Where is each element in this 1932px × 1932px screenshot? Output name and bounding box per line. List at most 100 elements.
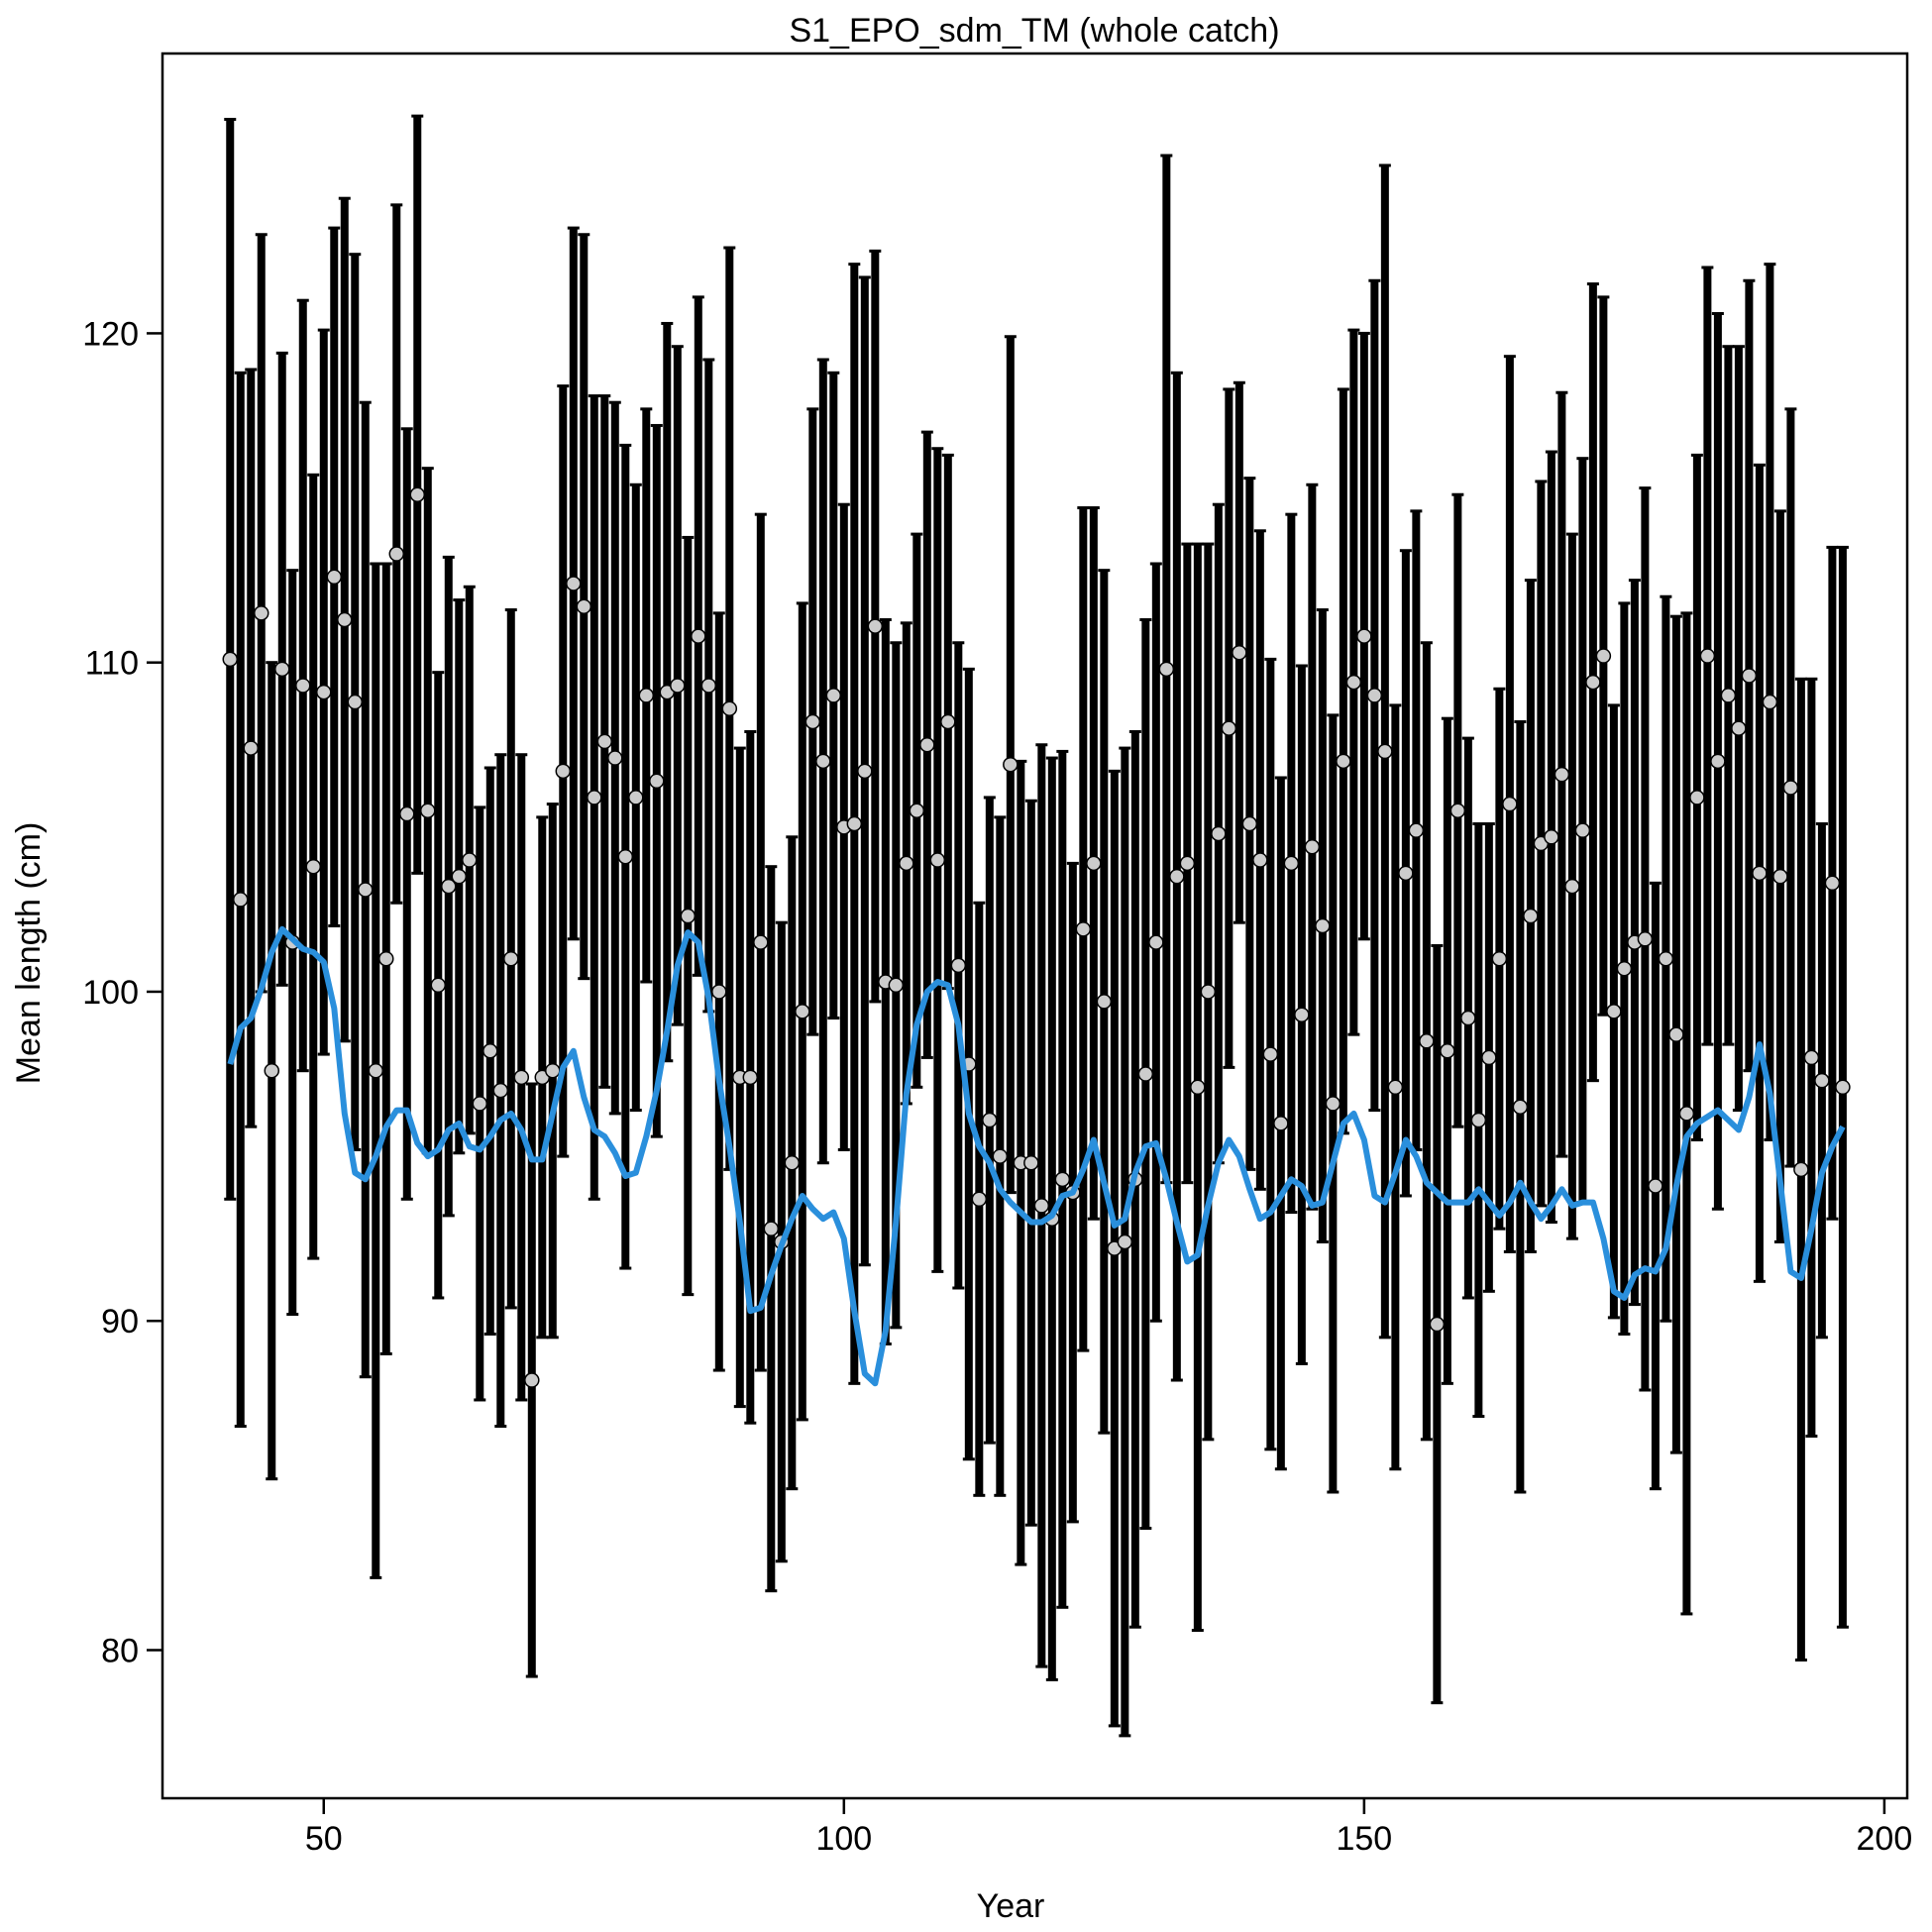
observed-point: [347, 694, 364, 710]
observed-point: [1356, 628, 1372, 644]
observed-point: [222, 651, 239, 668]
observed-point: [1449, 803, 1466, 818]
observed-point: [992, 1148, 1009, 1164]
observed-point: [1782, 780, 1799, 796]
observed-point: [919, 737, 935, 753]
observed-point: [1678, 1106, 1695, 1122]
observed-point: [680, 908, 697, 924]
observed-point: [566, 576, 582, 591]
observed-point: [472, 1096, 488, 1112]
observed-point: [576, 598, 592, 614]
observed-point: [388, 546, 405, 562]
observed-point: [399, 805, 415, 822]
observed-point: [1294, 1007, 1310, 1022]
observed-point: [1033, 1198, 1050, 1214]
observed-point: [1491, 950, 1508, 967]
observed-point: [1325, 1096, 1342, 1112]
observed-point: [1003, 756, 1019, 773]
observed-point: [1835, 1079, 1851, 1096]
observed-point: [1419, 1033, 1435, 1049]
observed-point: [1523, 908, 1539, 924]
observed-point: [1273, 1116, 1289, 1131]
observed-point: [1086, 855, 1102, 872]
observed-point: [763, 1221, 780, 1236]
observed-point: [1398, 865, 1414, 882]
observed-point: [1377, 743, 1393, 760]
observed-point: [805, 713, 821, 730]
observed-point: [1460, 1010, 1476, 1026]
observed-point: [1699, 648, 1716, 664]
observed-point: [691, 628, 706, 644]
observed-point: [617, 848, 634, 865]
observed-point: [1595, 648, 1612, 664]
chart-title: S1_EPO_sdm_TM (whole catch): [789, 12, 1279, 50]
observed-point: [1221, 720, 1237, 736]
observed-point: [1710, 753, 1726, 770]
observed-point: [441, 878, 457, 895]
expected-line: [227, 925, 1846, 1387]
observed-point: [1814, 1072, 1830, 1089]
observed-point: [596, 733, 613, 750]
observed-point: [1190, 1079, 1206, 1096]
observed-point: [950, 957, 967, 974]
observed-point: [524, 1372, 540, 1388]
observed-point: [700, 678, 717, 694]
observed-point: [451, 868, 468, 885]
observed-point: [1544, 829, 1559, 845]
observed-point: [358, 882, 374, 898]
observed-point: [1304, 839, 1321, 855]
observed-point: [513, 1069, 530, 1086]
observed-point: [409, 486, 426, 502]
observed-point: [711, 984, 727, 1000]
observed-point: [1803, 1049, 1820, 1066]
observed-point: [233, 892, 249, 908]
observed-point: [1336, 753, 1351, 770]
observed-point: [1148, 934, 1164, 950]
observed-point: [1772, 868, 1788, 885]
observed-point: [326, 569, 343, 586]
observed-point: [1720, 688, 1737, 703]
observed-point: [1752, 865, 1768, 882]
observed-point: [337, 611, 353, 628]
observed-point: [1637, 931, 1654, 947]
y-tick-label: 100: [82, 974, 139, 1012]
observed-point: [1762, 694, 1778, 710]
observed-point: [1606, 1004, 1622, 1020]
observed-point: [638, 688, 655, 703]
observed-point: [1158, 661, 1175, 678]
y-tick-label: 120: [82, 315, 139, 353]
observed-point: [555, 763, 572, 780]
observed-point: [243, 740, 260, 756]
observed-point: [1731, 720, 1747, 736]
observed-point: [274, 661, 290, 678]
observed-point: [1283, 855, 1300, 872]
observed-point: [368, 1062, 384, 1079]
x-tick-label: 50: [305, 1820, 343, 1858]
observed-point: [1096, 994, 1113, 1010]
observed-point: [857, 763, 873, 780]
x-tick-label: 150: [1336, 1820, 1392, 1858]
observed-point: [815, 753, 831, 770]
observed-point: [1117, 1234, 1133, 1250]
observed-point: [929, 852, 946, 868]
observed-point: [1387, 1079, 1404, 1096]
observed-point: [1262, 1046, 1279, 1062]
observed-point: [1793, 1161, 1809, 1178]
observed-point: [1554, 766, 1570, 783]
observed-point: [753, 934, 769, 950]
observed-point: [825, 688, 842, 703]
observed-point: [670, 678, 686, 694]
observed-point: [1252, 852, 1268, 868]
observed-point: [1169, 868, 1185, 885]
observed-point: [1512, 1099, 1529, 1115]
observed-point: [846, 815, 863, 832]
x-axis-label: Year: [977, 1887, 1045, 1925]
observed-point: [1241, 815, 1258, 832]
y-tick-label: 80: [101, 1632, 139, 1669]
observed-point: [1137, 1066, 1154, 1082]
observed-point: [587, 790, 602, 805]
observed-point: [867, 618, 884, 634]
observed-point: [1075, 921, 1092, 937]
observed-point: [1658, 950, 1674, 967]
